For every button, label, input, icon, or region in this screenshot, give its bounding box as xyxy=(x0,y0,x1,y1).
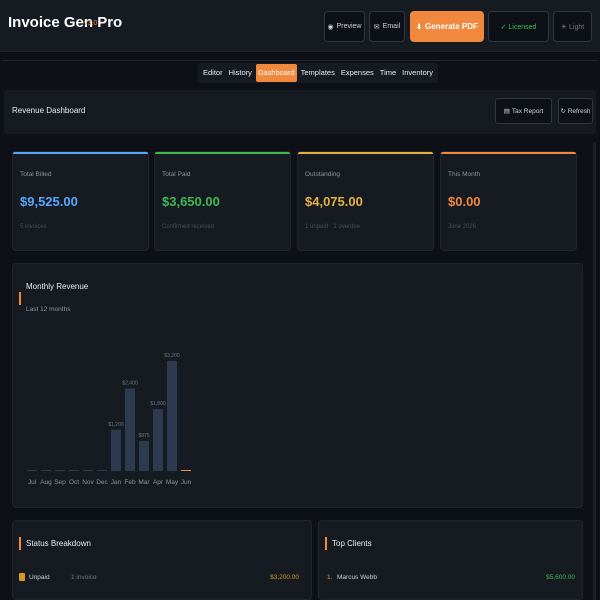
x-tick-label: Sep xyxy=(54,479,66,486)
bar-data-label: $1,800 xyxy=(150,401,166,407)
app-title: Invoice Gen Pro xyxy=(8,14,123,31)
tab-time[interactable]: Time xyxy=(379,68,397,77)
tab-dashboard[interactable]: Dashboard xyxy=(255,64,297,82)
revenue-bar-may xyxy=(167,361,177,471)
document-icon: ▤ xyxy=(503,108,510,115)
tax-report-button[interactable]: ▤ Tax Report xyxy=(495,98,552,124)
top-clients-card: Top Clients 1. Marcus Webb $5,600.00 xyxy=(318,520,583,600)
tab-templates[interactable]: Templates xyxy=(300,68,335,77)
stat-card-total-billed: Total Billed $9,525.00 5 invoices xyxy=(12,151,149,251)
status-unpaid-swatch xyxy=(19,573,25,581)
licensed-label: ✓ Licensed xyxy=(500,23,537,31)
x-tick-label: Jun xyxy=(181,479,192,486)
status-label: Unpaid xyxy=(29,574,50,581)
revenue-bar-jan xyxy=(111,429,121,471)
monthly-revenue-card: Monthly Revenue Last 12 months Jul Aug Sep… xyxy=(12,263,583,508)
email-button[interactable]: ✉ Email xyxy=(369,11,405,42)
dashboard-header: Revenue Dashboard ▤ Tax Report ↻ Refresh xyxy=(4,90,596,134)
preview-label: Preview xyxy=(336,23,362,30)
stat-accent-bar xyxy=(298,152,433,154)
tab-inventory[interactable]: Inventory xyxy=(402,68,434,77)
chart-subtitle: Last 12 months xyxy=(26,306,71,313)
status-breakdown-title: Status Breakdown xyxy=(26,539,91,548)
section-accent xyxy=(19,292,21,305)
stat-label: Outstanding xyxy=(305,171,341,178)
bar-data-label: $3,200 xyxy=(164,353,180,359)
tab-expenses[interactable]: Expenses xyxy=(340,68,374,77)
stat-label: Total Billed xyxy=(20,171,52,178)
generate-pdf-button[interactable]: ⬇ Generate PDF xyxy=(410,11,484,42)
client-amount: $5,600.00 xyxy=(546,574,575,581)
generate-pdf-label: Generate PDF xyxy=(424,22,478,31)
x-tick-label: Aug xyxy=(40,479,52,486)
eye-icon: ◉ xyxy=(327,23,334,31)
x-tick-label: Feb xyxy=(124,479,136,486)
x-tick-label: Apr xyxy=(153,479,164,486)
stat-subtext: 1 unpaid · 1 overdue xyxy=(305,224,361,230)
stat-label: This Month xyxy=(448,171,481,178)
revenue-bar-sep xyxy=(55,470,65,471)
status-breakdown-card: Status Breakdown Unpaid 1 invoice $3,200… xyxy=(12,520,312,600)
email-label: Email xyxy=(382,23,401,30)
refresh-label: ↻ Refresh xyxy=(560,108,591,115)
bar-data-label: $1,200 xyxy=(108,422,124,428)
x-tick-label: Jan xyxy=(111,479,122,486)
stat-subtext: 5 invoices xyxy=(20,224,47,230)
section-accent xyxy=(19,537,21,550)
preview-button[interactable]: ◉ Preview xyxy=(324,11,365,42)
stat-value: $9,525.00 xyxy=(20,194,78,209)
stat-value: $4,075.00 xyxy=(305,194,363,209)
x-tick-label: Dec xyxy=(96,479,108,486)
revenue-bar-jul xyxy=(27,470,37,471)
section-accent xyxy=(325,537,327,550)
tab-bar: Editor History Dashboard Templates Expen… xyxy=(198,63,439,83)
revenue-bar-feb xyxy=(125,388,135,471)
revenue-bar-mar xyxy=(139,440,149,471)
revenue-bar-jun xyxy=(181,470,191,471)
x-tick-label: Oct xyxy=(69,479,79,486)
revenue-bar-nov xyxy=(83,470,93,471)
light-mode-toggle[interactable]: ☀ Light xyxy=(553,11,592,42)
client-rank: 1. xyxy=(327,574,333,581)
licensed-badge[interactable]: ✓ Licensed xyxy=(488,11,549,42)
status-count: 1 invoice xyxy=(71,574,97,581)
refresh-button[interactable]: ↻ Refresh xyxy=(558,98,593,124)
stat-value: $3,650.00 xyxy=(162,194,220,209)
stat-label: Total Paid xyxy=(162,171,191,178)
app-version: v3.0 xyxy=(84,20,98,27)
status-amount: $3,200.00 xyxy=(270,574,299,581)
mail-icon: ✉ xyxy=(373,23,380,31)
scrollbar-thumb[interactable] xyxy=(593,142,596,600)
client-name: Marcus Webb xyxy=(337,574,377,581)
bar-data-label: $875 xyxy=(138,433,149,439)
light-label: ☀ Light xyxy=(560,23,585,31)
tab-history[interactable]: History xyxy=(228,68,252,77)
x-tick-label: May xyxy=(166,479,179,486)
top-bar: Invoice Gen Pro v3.0 ◉ Preview ✉ Email ⬇… xyxy=(0,0,600,52)
x-tick-label: Jul xyxy=(28,479,37,486)
chart-title: Monthly Revenue xyxy=(26,282,89,291)
stat-card-outstanding: Outstanding $4,075.00 1 unpaid · 1 overd… xyxy=(297,151,434,251)
revenue-bar-oct xyxy=(69,470,79,471)
x-tick-label: Nov xyxy=(82,479,94,486)
revenue-bar-chart: Jul Aug Sep Oct Nov Dec Jan $1,200 Feb $2,400 Mar $… xyxy=(27,353,192,486)
revenue-bar-aug xyxy=(41,470,51,471)
bar-data-label: $2,400 xyxy=(122,381,138,387)
stat-accent-bar xyxy=(155,152,290,154)
tab-editor[interactable]: Editor xyxy=(203,68,223,77)
stat-value: $0.00 xyxy=(448,194,481,209)
stat-subtext: Confirmed received xyxy=(162,224,215,230)
stat-subtext: June 2026 xyxy=(448,224,477,230)
tax-report-label: Tax Report xyxy=(511,107,544,115)
download-icon: ⬇ xyxy=(416,23,422,31)
stat-card-this-month: This Month $0.00 June 2026 xyxy=(440,151,577,251)
page-title: Revenue Dashboard xyxy=(12,106,86,115)
revenue-bar-dec xyxy=(97,470,107,471)
stat-accent-bar xyxy=(441,152,576,154)
stat-card-total-paid: Total Paid $3,650.00 Confirmed received xyxy=(154,151,291,251)
stat-accent-bar xyxy=(13,152,148,154)
x-tick-label: Mar xyxy=(138,479,150,486)
revenue-bar-apr xyxy=(153,409,163,471)
top-clients-title: Top Clients xyxy=(332,539,372,548)
